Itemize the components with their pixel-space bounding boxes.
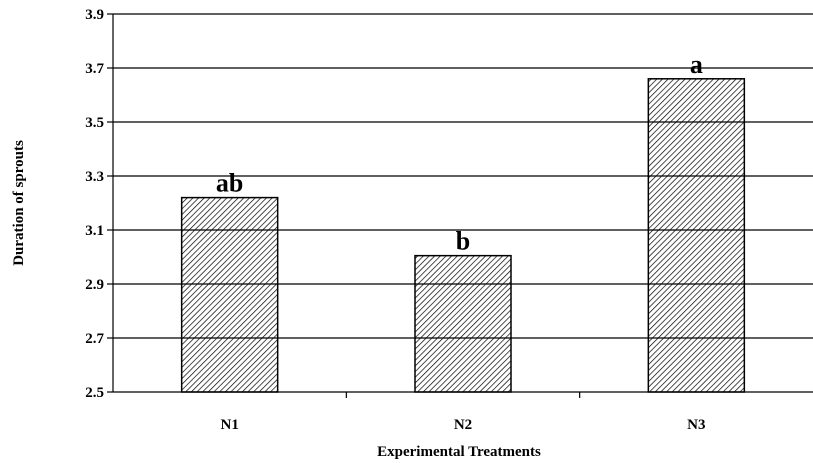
x-tick-labels: N1 N2 N3 (220, 417, 705, 433)
bar-significance-label: a (690, 50, 703, 79)
y-tick-label: 2.7 (85, 331, 104, 347)
y-tick-label: 3.5 (85, 115, 104, 131)
y-tick-label: 3.7 (85, 61, 104, 77)
bar-n2 (414, 254, 512, 393)
x-axis-title: Experimental Treatments (377, 444, 541, 460)
bar-significance-label: ab (216, 169, 243, 198)
y-axis-title: Duration of sprouts (11, 140, 27, 266)
axes (107, 13, 813, 398)
y-tick-label: 3.9 (85, 7, 104, 23)
y-tick-labels: 2.5 2.7 2.9 3.1 3.3 3.5 3.7 3.9 (85, 7, 104, 401)
x-tick-label: N3 (687, 417, 705, 433)
y-tick-label: 2.5 (85, 385, 104, 401)
bar-n1 (180, 196, 279, 393)
x-tick-label: N2 (454, 417, 472, 433)
bar-significance-label: b (456, 227, 470, 256)
y-tick-label: 2.9 (85, 277, 104, 293)
y-tick-label: 3.1 (85, 223, 104, 239)
x-tick-label: N1 (220, 417, 238, 433)
bar-value-labels: ab b a (216, 50, 703, 256)
y-tick-label: 3.3 (85, 169, 104, 185)
bar-n3 (647, 78, 746, 393)
